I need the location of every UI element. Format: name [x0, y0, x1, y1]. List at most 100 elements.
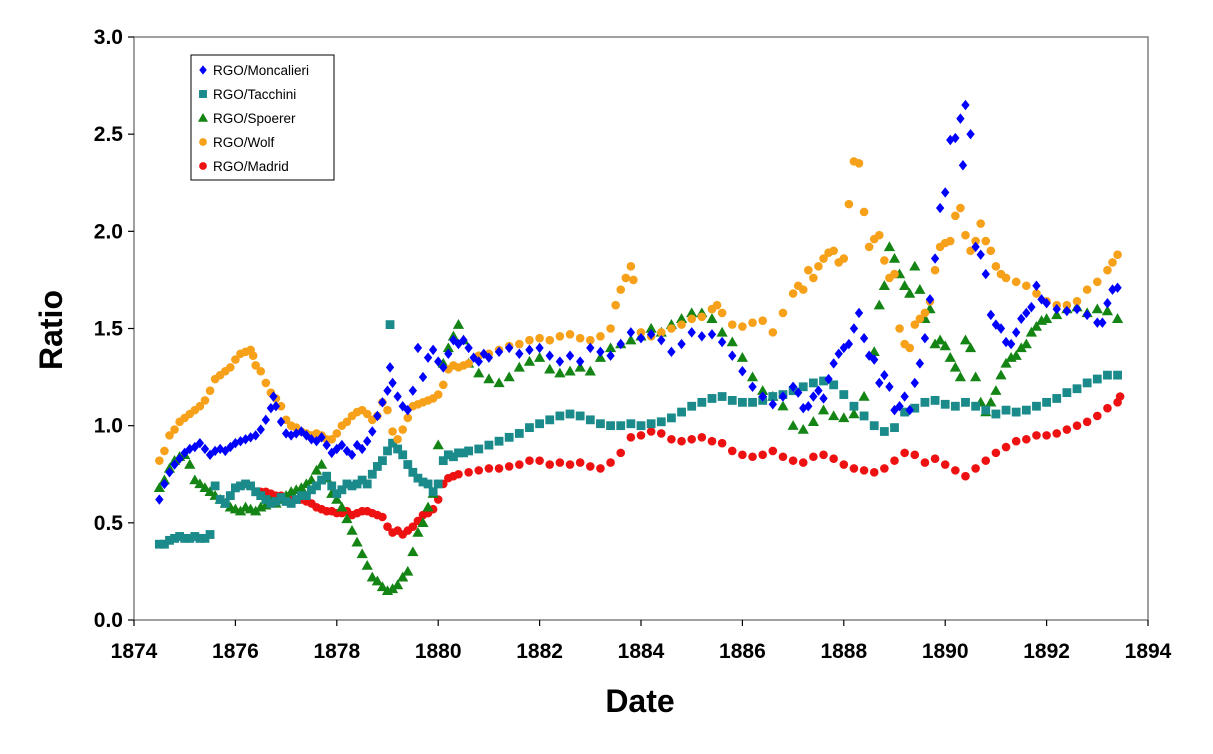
- data-point-rgo-wolf: [971, 236, 980, 246]
- y-tick-label: 2.5: [94, 123, 124, 146]
- data-point-rgo-tacchini: [900, 407, 910, 417]
- data-point-rgo-madrid: [484, 464, 494, 473]
- data-point-rgo-tacchini: [449, 452, 458, 462]
- data-point-rgo-moncalieri: [880, 369, 889, 381]
- data-point-rgo-wolf: [342, 417, 352, 427]
- data-point-rgo-spoerer: [199, 482, 211, 493]
- data-point-rgo-tacchini: [276, 493, 286, 502]
- data-point-rgo-madrid: [930, 454, 940, 464]
- data-point-rgo-moncalieri: [269, 391, 278, 402]
- legend: RGO/Moncalieri RGO/Tacchini RGO/Spoerer RGO…: [190, 54, 335, 181]
- legend-label: RGO/Tacchini: [213, 87, 296, 102]
- data-point-rgo-tacchini: [808, 378, 818, 388]
- data-point-rgo-madrid: [1001, 442, 1011, 452]
- data-point-rgo-tacchini: [1032, 401, 1041, 411]
- data-point-rgo-spoerer: [417, 517, 429, 528]
- data-point-rgo-tacchini: [545, 415, 555, 425]
- x-tick-label: 1880: [415, 640, 462, 663]
- data-point-rgo-moncalieri: [717, 336, 727, 348]
- data-point-rgo-tacchini: [869, 421, 879, 431]
- data-point-rgo-spoerer: [422, 501, 434, 512]
- data-point-rgo-tacchini: [220, 499, 230, 508]
- data-point-rgo-wolf: [611, 300, 620, 310]
- legend-marker: [199, 138, 207, 146]
- data-point-rgo-tacchini: [687, 401, 697, 411]
- data-point-rgo-spoerer: [1111, 313, 1124, 323]
- data-point-rgo-moncalieri: [444, 348, 453, 359]
- data-point-rgo-tacchini: [403, 460, 413, 469]
- data-point-rgo-madrid: [940, 460, 950, 469]
- data-point-rgo-moncalieri: [1017, 313, 1026, 324]
- data-point-rgo-madrid: [687, 434, 696, 444]
- data-point-rgo-wolf: [991, 262, 1001, 271]
- data-point-rgo-tacchini: [170, 533, 179, 543]
- data-point-rgo-tacchini: [1072, 384, 1082, 394]
- data-point-rgo-wolf: [388, 427, 397, 436]
- data-point-rgo-moncalieri: [292, 428, 301, 439]
- data-point-rgo-moncalieri: [464, 342, 473, 354]
- data-point-rgo-tacchini: [819, 376, 828, 386]
- data-point-rgo-moncalieri: [1108, 284, 1117, 295]
- data-point-rgo-spoerer: [797, 423, 809, 434]
- data-point-rgo-moncalieri: [758, 391, 767, 402]
- data-point-rgo-moncalieri: [434, 356, 443, 367]
- legend-marker: [197, 112, 209, 122]
- data-point-rgo-tacchini: [697, 397, 707, 407]
- data-point-rgo-madrid: [646, 427, 656, 436]
- data-point-rgo-tacchini: [667, 413, 676, 423]
- data-point-rgo-spoerer: [341, 513, 353, 524]
- data-point-rgo-moncalieri: [302, 430, 311, 441]
- data-point-rgo-madrid: [474, 466, 484, 475]
- data-point-rgo-wolf: [798, 285, 808, 294]
- data-point-rgo-tacchini: [312, 481, 321, 491]
- data-point-rgo-tacchini: [215, 495, 225, 504]
- data-point-rgo-spoerer: [473, 367, 485, 378]
- data-point-rgo-moncalieri: [160, 478, 169, 490]
- data-point-rgo-spoerer: [503, 371, 515, 382]
- data-point-rgo-moncalieri: [373, 410, 382, 422]
- y-tick-label: 3.0: [94, 26, 123, 49]
- data-point-rgo-wolf: [1072, 296, 1082, 306]
- data-point-rgo-madrid: [464, 468, 473, 477]
- data-point-rgo-spoerer: [234, 505, 247, 516]
- series-rgo-wolf: [155, 157, 1122, 465]
- data-point-rgo-wolf: [864, 242, 874, 252]
- data-point-rgo-moncalieri: [195, 437, 205, 449]
- data-point-rgo-spoerer: [407, 546, 419, 557]
- data-point-rgo-moncalieri: [317, 432, 326, 443]
- data-point-rgo-moncalieri: [667, 346, 676, 358]
- data-point-rgo-tacchini: [1062, 388, 1072, 398]
- data-point-rgo-wolf: [920, 308, 930, 318]
- data-point-rgo-spoerer: [432, 439, 444, 450]
- data-point-rgo-wolf: [256, 366, 266, 376]
- data-point-rgo-tacchini: [839, 390, 849, 399]
- data-point-rgo-wolf: [565, 330, 575, 339]
- data-point-rgo-wolf: [1062, 300, 1072, 310]
- data-point-rgo-wolf: [697, 312, 707, 322]
- data-point-rgo-moncalieri: [958, 160, 968, 171]
- data-point-rgo-moncalieri: [794, 387, 803, 398]
- data-point-rgo-tacchini: [225, 491, 235, 501]
- data-point-rgo-moncalieri: [1098, 317, 1107, 328]
- data-point-rgo-madrid: [677, 436, 686, 446]
- data-point-rgo-wolf: [778, 308, 788, 318]
- data-point-rgo-wolf: [981, 236, 991, 246]
- data-point-rgo-wolf: [1001, 273, 1011, 283]
- data-point-rgo-tacchini: [195, 533, 205, 543]
- data-point-rgo-spoerer: [544, 363, 556, 374]
- data-point-rgo-moncalieri: [439, 362, 448, 373]
- data-point-rgo-spoerer: [361, 559, 373, 570]
- data-point-rgo-tacchini: [251, 487, 261, 497]
- data-point-rgo-spoerer: [736, 352, 748, 362]
- data-point-rgo-wolf: [1093, 277, 1102, 287]
- data-point-rgo-spoerer: [371, 575, 383, 586]
- data-point-rgo-moncalieri: [900, 391, 909, 402]
- data-point-rgo-wolf: [616, 285, 626, 294]
- data-point-rgo-moncalieri: [352, 439, 362, 451]
- data-point-rgo-tacchini: [636, 421, 646, 431]
- data-point-rgo-tacchini: [433, 479, 443, 489]
- data-point-rgo-wolf: [545, 335, 555, 345]
- data-point-rgo-madrid: [859, 466, 869, 475]
- data-point-rgo-spoerer: [939, 340, 951, 351]
- legend-label: RGO/Spoerer: [213, 111, 296, 126]
